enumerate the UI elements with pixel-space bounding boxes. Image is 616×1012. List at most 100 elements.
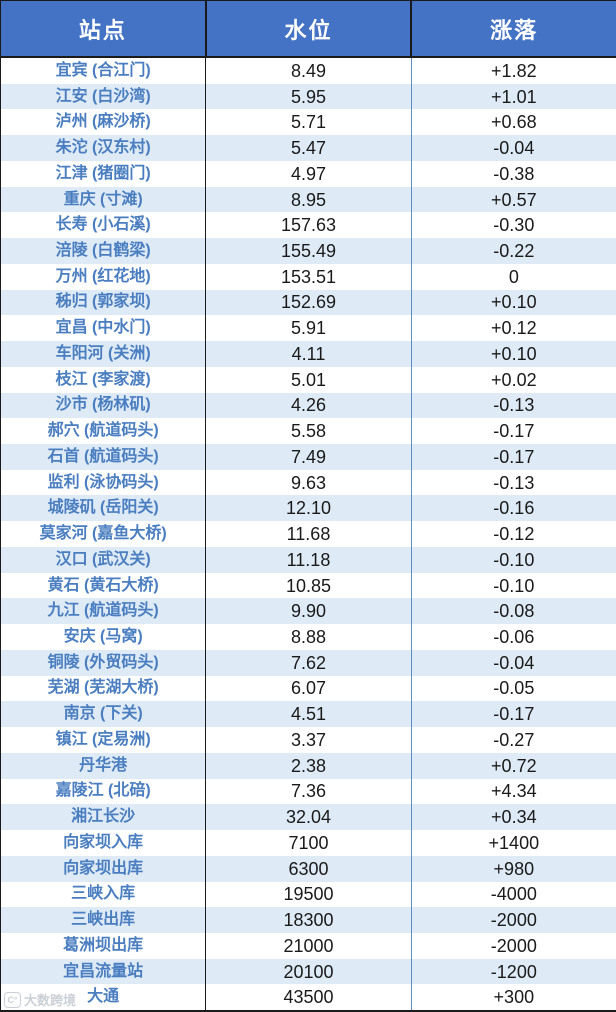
water-level-cell: 9.90 [206, 598, 412, 625]
station-name-cell: 朱沱 (汉东村) [1, 135, 207, 161]
station-name-cell: 向家坝出库 [1, 855, 207, 882]
station-name-cell: 嘉陵江 (北碚) [1, 778, 207, 805]
station-name-cell: 监利 (泳协码头) [1, 469, 207, 496]
station-name-cell: 江安 (白沙湾) [1, 83, 207, 110]
water-level-cell: 4.97 [206, 160, 412, 187]
table-row: 郝穴 (航道码头) 5.58 -0.17 [1, 418, 616, 445]
water-level-cell: 32.04 [206, 804, 412, 831]
station-name-cell: 安庆 (马窝) [1, 624, 207, 650]
rise-fall-cell: +1.01 [491, 86, 537, 107]
rise-fall-cell: -1200 [490, 961, 537, 982]
rise-fall-cell: -0.10 [493, 549, 535, 570]
table-row: 铜陵 (外贸码头) 7.62 -0.04 [1, 649, 616, 676]
rise-fall-cell: -0.38 [493, 163, 535, 184]
water-level-cell: 4.26 [206, 392, 412, 419]
rise-fall-cell: -2000 [490, 910, 537, 931]
rise-fall-cell: -2000 [490, 935, 537, 956]
rise-fall-cell: 0 [508, 266, 519, 287]
water-level-cell: 7.49 [206, 444, 412, 470]
water-level-cell: 5.91 [206, 315, 412, 342]
rise-fall-cell: -0.08 [493, 601, 535, 622]
station-name-cell: 宜宾 (合江门) [1, 58, 207, 84]
rise-fall-cell: -0.17 [493, 704, 535, 725]
station-name-cell: 宜昌流量站 [1, 958, 207, 985]
water-level-cell: 21000 [206, 932, 412, 959]
table-row: 枝江 (李家渡) 5.01 +0.02 [1, 366, 616, 393]
table-row: 石首 (航道码头) 7.49 -0.17 [1, 444, 616, 470]
rise-fall-cell: +0.12 [491, 318, 537, 339]
water-level-cell: 5.71 [206, 109, 412, 136]
water-level-cell: 4.11 [206, 341, 412, 367]
station-name-cell: 九江 (航道码头) [1, 598, 207, 625]
water-level-cell: 5.58 [206, 418, 412, 445]
table-row: 黄石 (黄石大桥) 10.85 -0.10 [1, 572, 616, 599]
water-level-cell: 11.18 [206, 546, 412, 573]
water-level-cell: 8.95 [206, 186, 412, 213]
water-level-cell: 6.07 [206, 675, 412, 702]
station-name-cell: 宜昌 (中水门) [1, 315, 207, 342]
station-name-cell: 黄石 (黄石大桥) [1, 572, 207, 599]
table-row: 城陵矶 (岳阳关) 12.10 -0.16 [1, 495, 616, 522]
column-header-water-level: 水位 [204, 1, 411, 56]
table-row: 江津 (猪圈门) 4.97 -0.38 [1, 160, 616, 187]
station-name-cell: 铜陵 (外贸码头) [1, 649, 207, 676]
rise-fall-cell: -0.13 [493, 395, 535, 416]
water-level-cell: 5.95 [206, 83, 412, 110]
rise-fall-cell: +300 [493, 987, 535, 1008]
rise-fall-cell: -0.17 [493, 421, 535, 442]
table-row: 朱沱 (汉东村) 5.47 -0.04 [1, 135, 616, 161]
table-body: 宜宾 (合江门) 8.49 +1.82 江安 (白沙湾) 5.95 +1.01 … [1, 58, 616, 1011]
rise-fall-cell: +0.34 [491, 807, 537, 828]
water-level-cell: 7.62 [206, 649, 412, 676]
station-name-cell: 镇江 (定易洲) [1, 727, 207, 753]
table-row: 丹华港 2.38 +0.72 [1, 752, 616, 779]
water-level-cell: 153.51 [206, 263, 412, 290]
station-name-cell: 车阳河 (关洲) [1, 341, 207, 367]
table-row: 向家坝出库 6300 +980 [1, 855, 616, 882]
water-level-cell: 10.85 [206, 572, 412, 599]
water-level-cell: 7.36 [206, 778, 412, 805]
water-level-cell: 4.51 [206, 701, 412, 728]
station-name-cell: 汉口 (武汉关) [1, 546, 207, 573]
station-name-cell: 石首 (航道码头) [1, 444, 207, 470]
water-level-cell: 20100 [206, 958, 412, 985]
station-name-cell: 莫家河 (嘉鱼大桥) [1, 521, 207, 547]
table-row: 镇江 (定易洲) 3.37 -0.27 [1, 727, 616, 753]
water-level-cell: 8.49 [206, 58, 412, 84]
station-name-cell: 丹华港 [1, 752, 207, 779]
table-row: 南京 (下关) 4.51 -0.17 [1, 701, 616, 728]
station-name-cell: 湘江长沙 [1, 804, 207, 831]
rise-fall-cell: -0.10 [493, 575, 535, 596]
table-row: 车阳河 (关洲) 4.11 +0.10 [1, 341, 616, 367]
rise-fall-cell: -0.17 [493, 446, 535, 467]
table-row: 汉口 (武汉关) 11.18 -0.10 [1, 546, 616, 573]
table-row: 葛洲坝出库 21000 -2000 [1, 932, 616, 959]
water-level-cell: 6300 [206, 855, 412, 882]
water-level-cell: 152.69 [206, 289, 412, 316]
table-row: 三峡出库 18300 -2000 [1, 907, 616, 933]
station-name-cell: 江津 (猪圈门) [1, 160, 207, 187]
rise-fall-cell: -0.16 [493, 498, 535, 519]
station-name-cell: 长寿 (小石溪) [1, 212, 207, 239]
station-name-cell: 枝江 (李家渡) [1, 366, 207, 393]
water-level-cell: 9.63 [206, 469, 412, 496]
table-row: 芜湖 (芜湖大桥) 6.07 -0.05 [1, 675, 616, 702]
rise-fall-cell: +0.10 [491, 292, 537, 313]
table-row: 涪陵 (白鹤梁) 155.49 -0.22 [1, 238, 616, 264]
table-row: 莫家河 (嘉鱼大桥) 11.68 -0.12 [1, 521, 616, 547]
station-name-cell: 三峡出库 [1, 907, 207, 933]
table-row: 监利 (泳协码头) 9.63 -0.13 [1, 469, 616, 496]
rise-fall-cell: +0.10 [491, 343, 537, 364]
station-name-cell: 秭归 (郭家坝) [1, 289, 207, 316]
station-name-cell: 沙市 (杨林矶) [1, 392, 207, 419]
water-level-cell: 7100 [206, 830, 412, 856]
rise-fall-cell: -0.27 [493, 729, 535, 750]
rise-fall-cell: +1400 [488, 832, 540, 853]
table-row: 湘江长沙 32.04 +0.34 [1, 804, 616, 831]
rise-fall-cell: +4.34 [491, 781, 537, 802]
table-row: 重庆 (寸滩) 8.95 +0.57 [1, 186, 616, 213]
rise-fall-cell: +0.72 [491, 755, 537, 776]
water-level-cell: 18300 [206, 907, 412, 933]
